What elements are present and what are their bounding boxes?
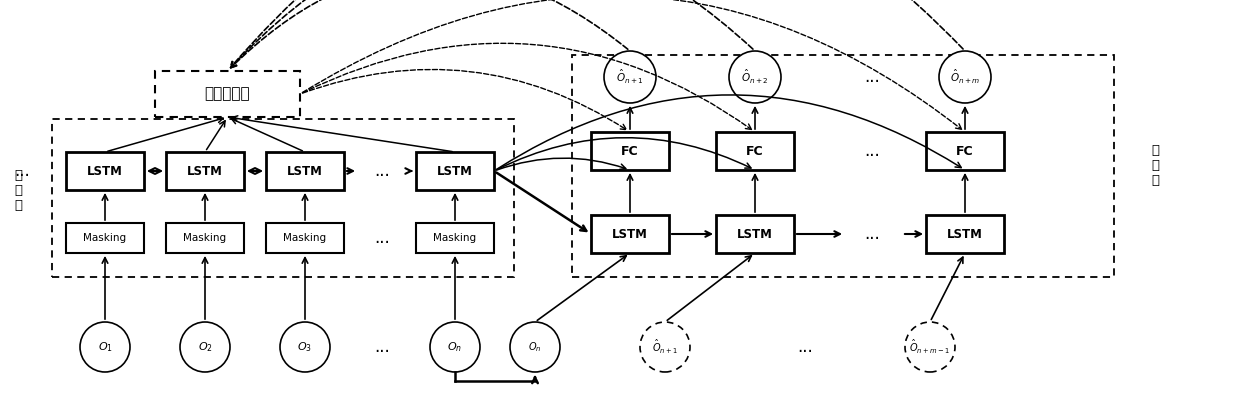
Text: ...: ... [864, 225, 880, 243]
Text: LSTM: LSTM [436, 164, 472, 177]
Circle shape [604, 51, 656, 103]
Text: ...: ... [374, 162, 389, 180]
Text: ...: ... [797, 338, 813, 356]
FancyBboxPatch shape [591, 215, 670, 253]
FancyBboxPatch shape [166, 223, 244, 253]
Text: Masking: Masking [284, 233, 326, 243]
FancyBboxPatch shape [926, 215, 1004, 253]
Text: $\hat{O}_{n+m-1}$: $\hat{O}_{n+m-1}$ [909, 338, 951, 356]
Text: LSTM: LSTM [288, 164, 322, 177]
FancyBboxPatch shape [591, 132, 670, 170]
Text: 编
码
器: 编 码 器 [14, 169, 22, 211]
Text: Masking: Masking [184, 233, 227, 243]
Circle shape [939, 51, 991, 103]
Text: $O_n$: $O_n$ [448, 340, 463, 354]
Circle shape [510, 322, 560, 372]
Text: ...: ... [864, 68, 880, 86]
Text: Masking: Masking [83, 233, 126, 243]
Text: ...: ... [864, 142, 880, 160]
Text: $O_3$: $O_3$ [298, 340, 312, 354]
Text: $\hat{O}_{n+1}$: $\hat{O}_{n+1}$ [616, 68, 644, 86]
FancyBboxPatch shape [715, 132, 794, 170]
Text: $O_n$: $O_n$ [528, 340, 542, 354]
FancyBboxPatch shape [926, 132, 1004, 170]
Text: $O_1$: $O_1$ [98, 340, 113, 354]
Text: LSTM: LSTM [613, 228, 649, 241]
Text: ...: ... [14, 162, 30, 180]
Text: $\hat{O}_{n+m}$: $\hat{O}_{n+m}$ [950, 68, 980, 86]
FancyBboxPatch shape [267, 152, 343, 190]
FancyBboxPatch shape [66, 223, 144, 253]
Text: $\hat{O}_{n+2}$: $\hat{O}_{n+2}$ [742, 68, 769, 86]
Circle shape [905, 322, 955, 372]
Text: 注意力机制: 注意力机制 [205, 87, 250, 102]
Text: $O_2$: $O_2$ [197, 340, 212, 354]
Text: LSTM: LSTM [737, 228, 773, 241]
FancyBboxPatch shape [267, 223, 343, 253]
FancyBboxPatch shape [66, 152, 144, 190]
Text: $\hat{O}_{n+1}$: $\hat{O}_{n+1}$ [652, 338, 678, 356]
Text: ...: ... [374, 229, 389, 247]
Circle shape [729, 51, 781, 103]
Text: LSTM: LSTM [87, 164, 123, 177]
FancyBboxPatch shape [715, 215, 794, 253]
Text: FC: FC [956, 145, 973, 158]
Text: 解
码
器: 解 码 器 [1151, 143, 1159, 186]
Circle shape [640, 322, 689, 372]
Text: ...: ... [374, 338, 389, 356]
Text: FC: FC [746, 145, 764, 158]
Circle shape [430, 322, 480, 372]
Circle shape [81, 322, 130, 372]
Circle shape [280, 322, 330, 372]
FancyBboxPatch shape [166, 152, 244, 190]
Text: FC: FC [621, 145, 639, 158]
Text: LSTM: LSTM [187, 164, 223, 177]
Text: Masking: Masking [434, 233, 476, 243]
Text: LSTM: LSTM [947, 228, 983, 241]
Circle shape [180, 322, 229, 372]
FancyBboxPatch shape [415, 223, 494, 253]
FancyBboxPatch shape [415, 152, 494, 190]
